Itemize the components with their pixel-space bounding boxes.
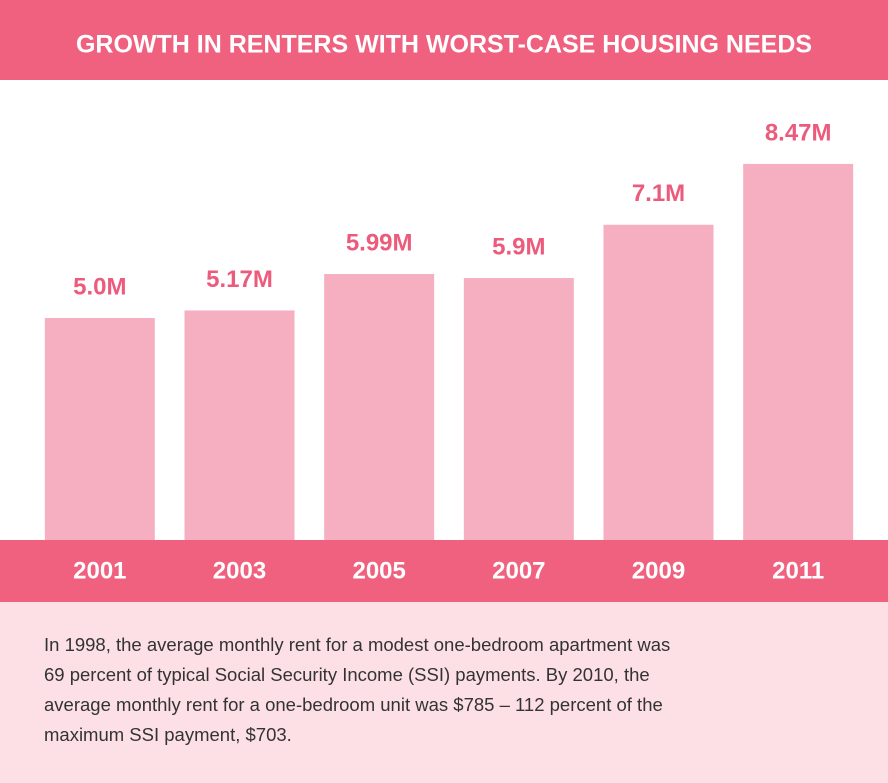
value-label: 7.1M	[632, 180, 685, 207]
x-tick-label: 2009	[632, 557, 685, 584]
value-label: 8.47M	[765, 119, 832, 146]
note-line: average monthly rent for a one-bedroom u…	[44, 694, 663, 715]
value-label: 5.9M	[492, 233, 545, 260]
x-tick-label: 2005	[352, 557, 405, 584]
note-line: In 1998, the average monthly rent for a …	[44, 634, 670, 655]
note-line: 69 percent of typical Social Security In…	[44, 664, 650, 685]
bar	[743, 163, 854, 540]
bar	[324, 274, 435, 540]
x-tick-label: 2003	[213, 557, 266, 584]
value-label: 5.17M	[206, 266, 273, 293]
value-label: 5.99M	[346, 229, 413, 256]
x-tick-label: 2001	[73, 557, 126, 584]
note-background	[0, 602, 888, 783]
x-tick-label: 2011	[772, 557, 824, 584]
bar	[603, 224, 714, 540]
value-label: 5.0M	[73, 273, 126, 300]
header-band	[0, 0, 888, 80]
category-band	[0, 540, 888, 602]
bar	[184, 310, 295, 540]
bar	[44, 318, 155, 540]
note-line: maximum SSI payment, $703.	[44, 724, 292, 745]
x-tick-label: 2007	[492, 557, 545, 584]
bar	[463, 278, 574, 540]
chart-title: GROWTH IN RENTERS WITH WORST-CASE HOUSIN…	[76, 31, 812, 59]
